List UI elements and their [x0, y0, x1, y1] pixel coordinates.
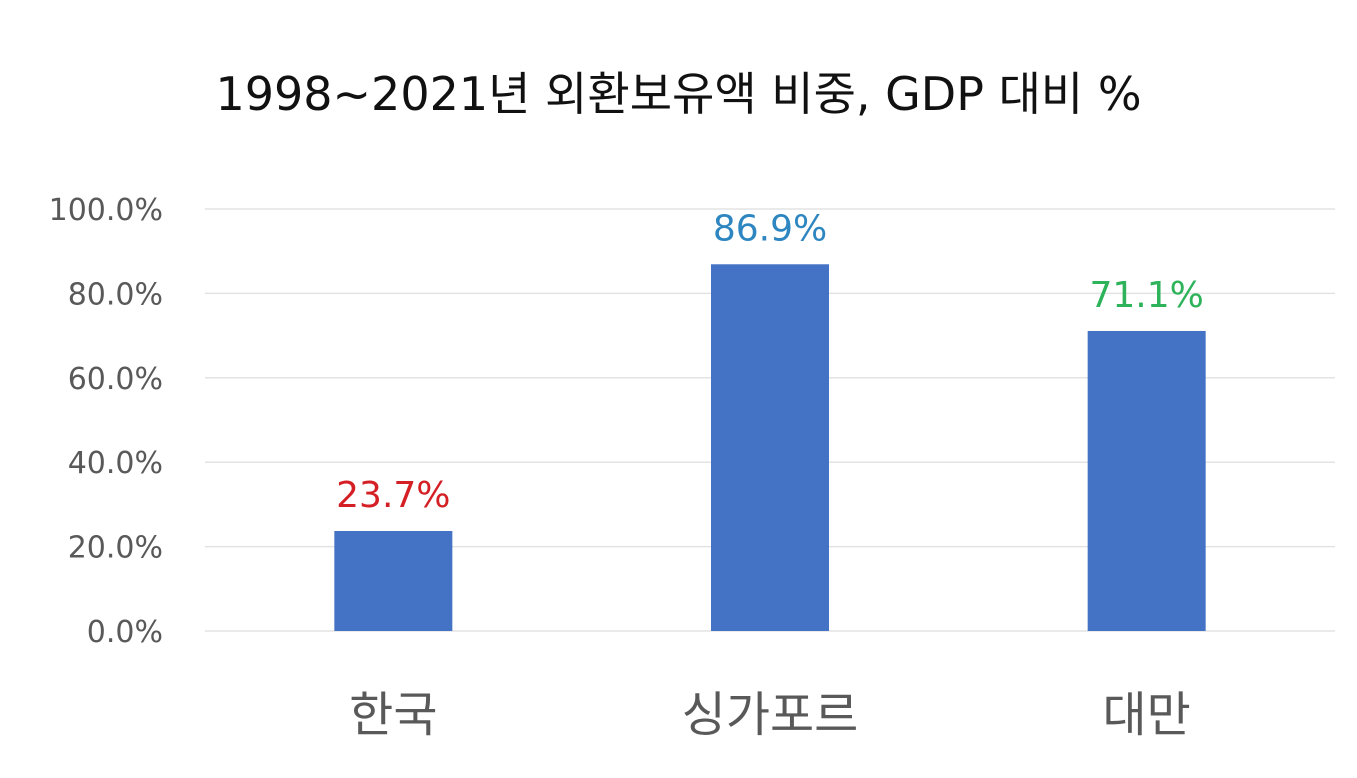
data-label: 23.7%	[336, 475, 450, 516]
y-tick-label: 40.0%	[68, 446, 163, 481]
y-tick-label: 0.0%	[87, 615, 163, 650]
bar	[1087, 330, 1206, 631]
bar	[711, 264, 829, 631]
x-tick-label: 한국	[349, 687, 437, 743]
chart-title: 1998~2021년 외환보유액 비중, GDP 대비 %	[215, 67, 1142, 121]
y-tick-label: 60.0%	[68, 362, 163, 397]
x-tick-label: 대만	[1103, 687, 1191, 743]
bar	[334, 530, 453, 631]
x-tick-label: 싱가포르	[682, 687, 859, 743]
y-tick-label: 80.0%	[68, 277, 163, 312]
y-tick-label: 100.0%	[49, 193, 163, 228]
data-label: 86.9%	[713, 208, 827, 249]
data-label: 71.1%	[1089, 275, 1203, 316]
y-tick-label: 20.0%	[68, 531, 163, 566]
